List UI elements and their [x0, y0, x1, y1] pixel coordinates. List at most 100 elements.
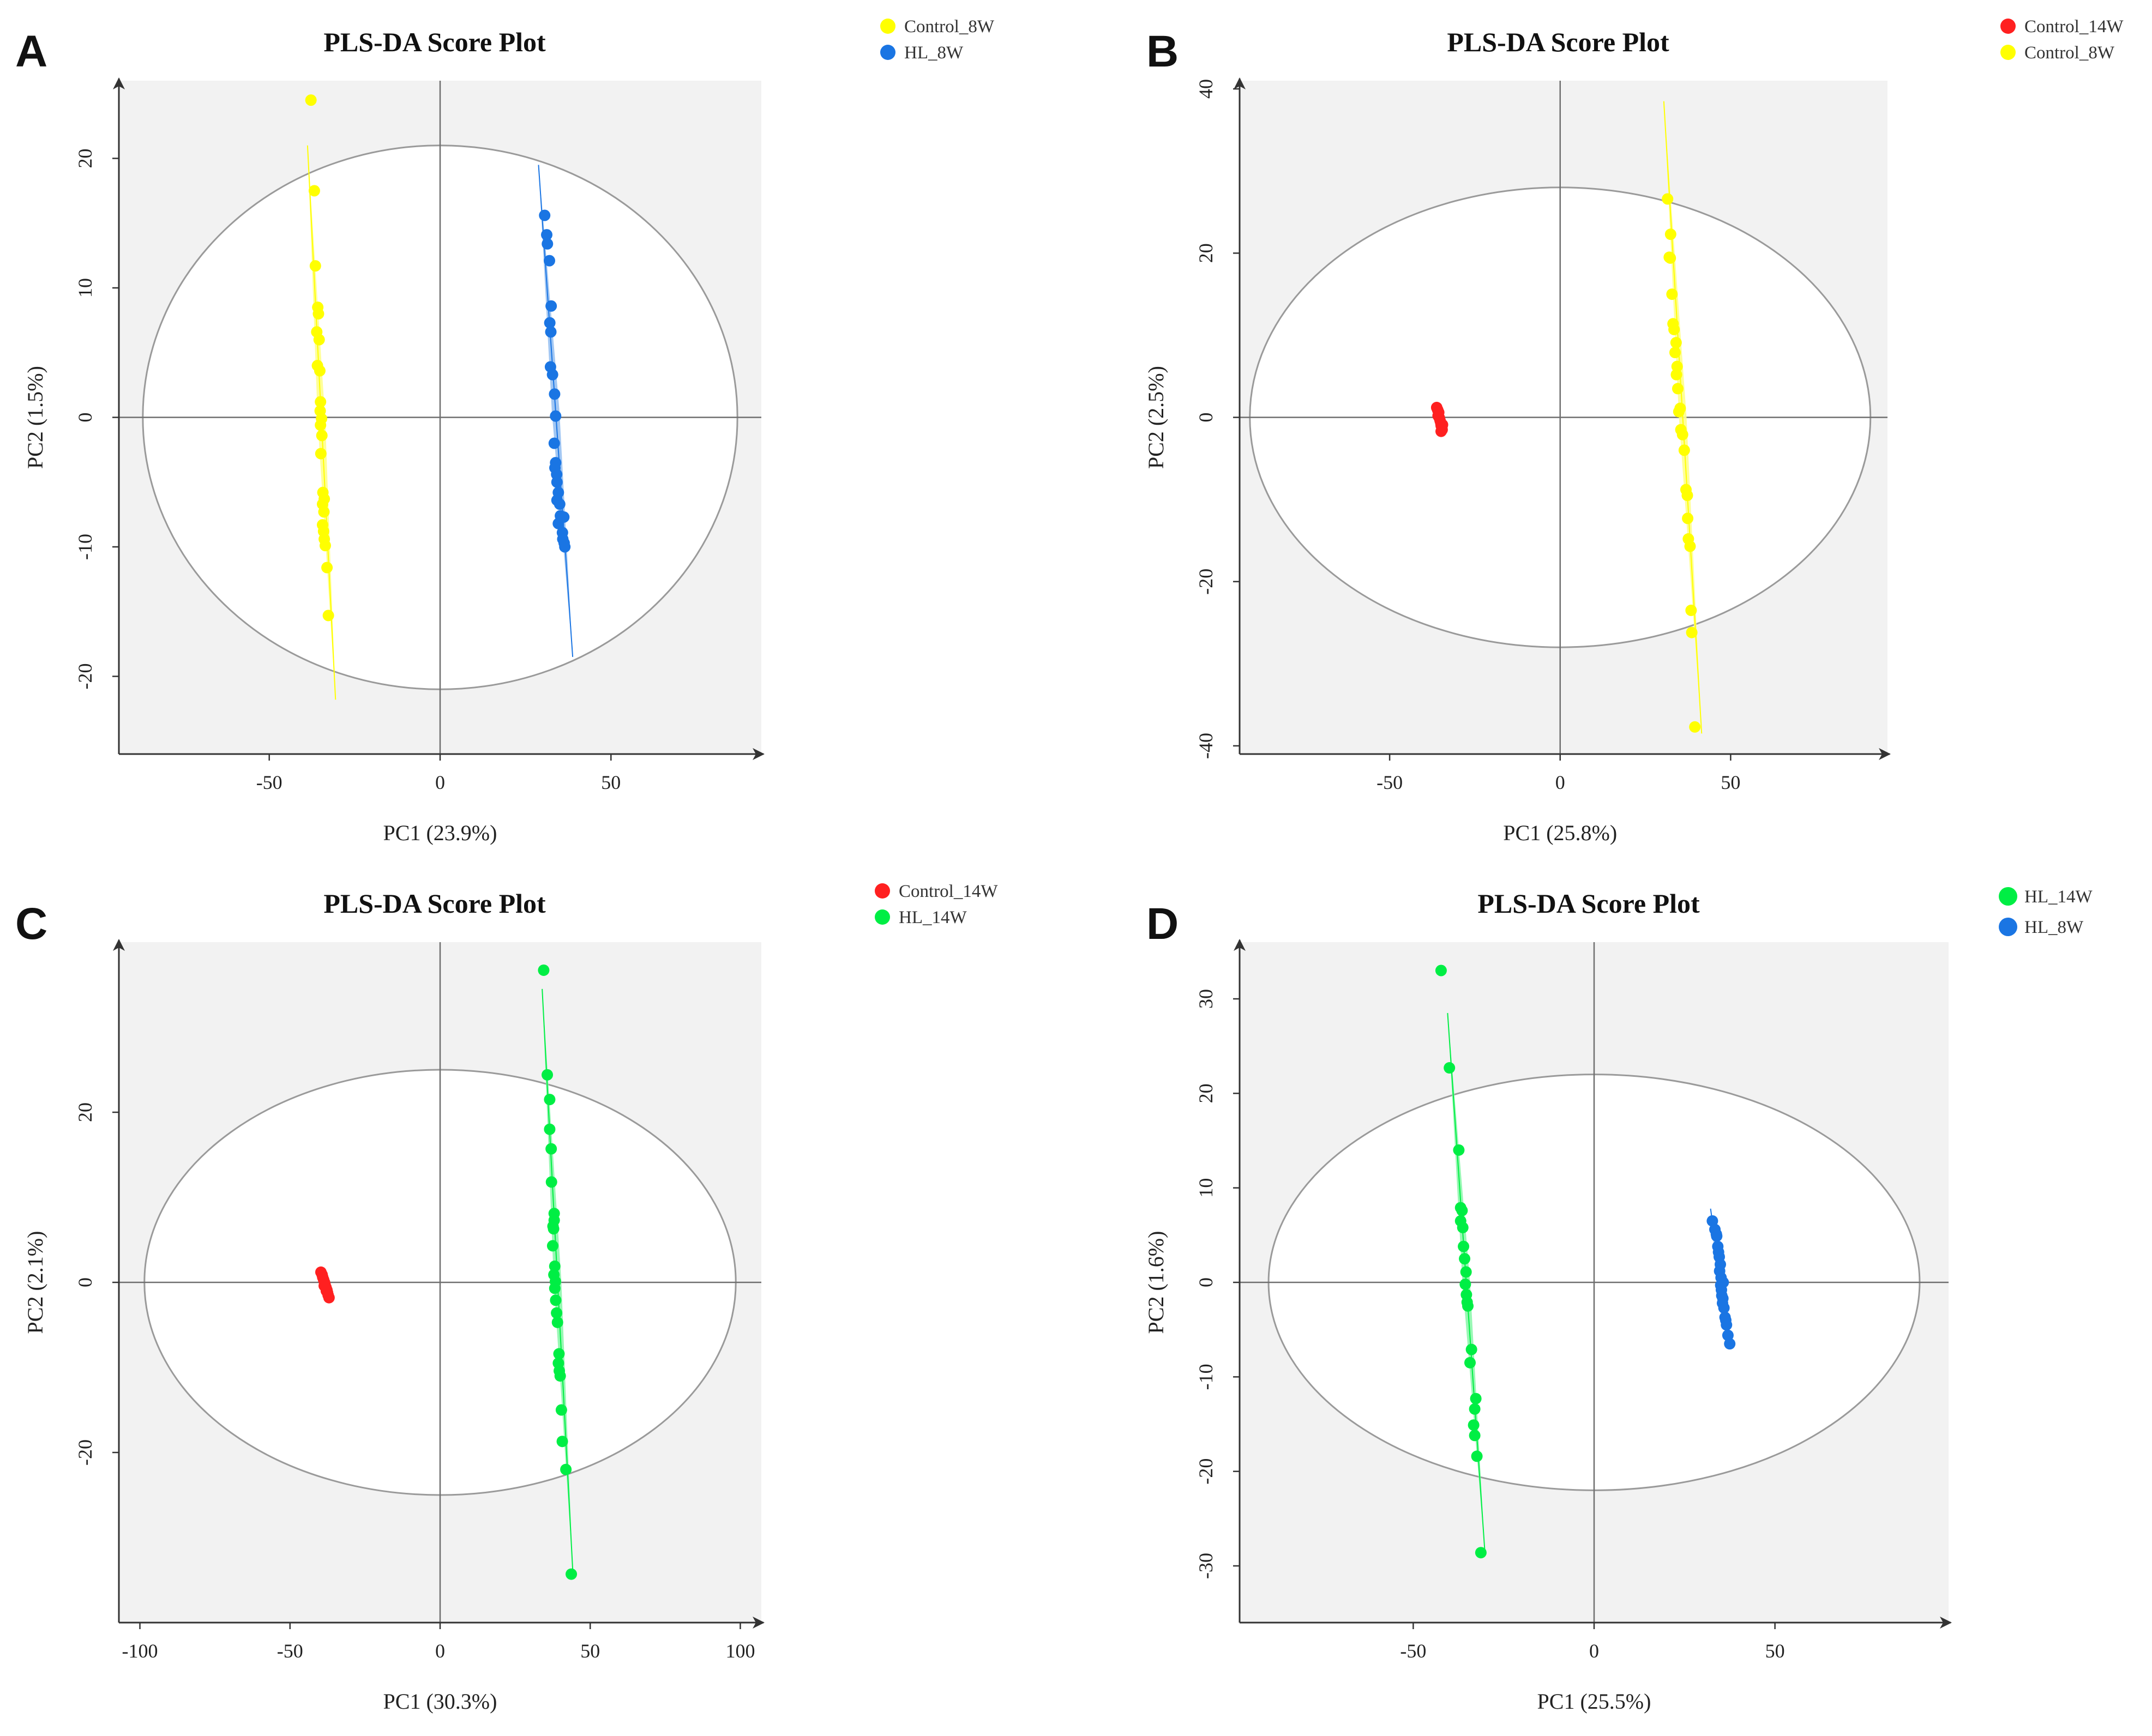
data-point	[1718, 1302, 1730, 1314]
data-point	[544, 1094, 556, 1106]
data-point	[1460, 1266, 1472, 1278]
data-point	[320, 1285, 332, 1297]
data-point	[319, 540, 331, 552]
legend-label: HL_8W	[2024, 918, 2084, 937]
data-point	[308, 185, 320, 197]
x-tick-label: 50	[580, 1640, 600, 1662]
y-tick-label: 20	[1195, 1083, 1217, 1103]
data-point	[1672, 383, 1684, 395]
chart-title: PLS-DA Score Plot	[1477, 888, 1700, 919]
data-point	[553, 1348, 565, 1360]
legend-label: HL_14W	[2024, 887, 2093, 907]
legend-marker	[880, 19, 895, 34]
data-point	[555, 1404, 567, 1416]
data-point	[315, 419, 327, 431]
data-point	[1464, 1357, 1476, 1369]
series-hl-14w	[1435, 965, 1487, 1559]
data-point	[315, 396, 327, 408]
data-point	[540, 229, 552, 241]
x-tick-label: -50	[277, 1640, 303, 1662]
data-point	[1682, 513, 1694, 525]
data-point	[1459, 1253, 1471, 1265]
data-point	[1468, 1419, 1480, 1431]
x-axis-arrow-icon	[753, 748, 765, 760]
legend-label: Control_14W	[899, 882, 998, 901]
data-point	[545, 1143, 557, 1155]
data-point	[1710, 1228, 1722, 1240]
panel-letter: D	[1146, 899, 1179, 949]
data-point	[1457, 1221, 1469, 1233]
x-tick-label: 0	[1589, 1640, 1599, 1662]
series-control-14w	[1430, 401, 1448, 437]
data-point	[566, 1568, 578, 1580]
y-axis-label: PC2 (2.1%)	[23, 1231, 47, 1334]
data-point	[1689, 721, 1701, 733]
data-point	[1669, 347, 1681, 359]
legend-label: Control_8W	[904, 17, 995, 37]
y-axis-arrow-icon	[113, 939, 125, 951]
y-tick-label: -20	[74, 1439, 96, 1466]
panel-c: C PLS-DA Score Plot -100 -50 0 50 100 -20 0 20 PC1…	[15, 882, 998, 1714]
series-hl-8w	[538, 165, 574, 657]
data-point	[1662, 193, 1674, 205]
legend-label: HL_8W	[904, 43, 964, 63]
data-point	[1720, 1314, 1732, 1326]
data-point	[551, 1307, 563, 1319]
data-point	[1664, 228, 1676, 240]
data-point	[309, 260, 321, 272]
data-point	[554, 498, 566, 510]
panel-letter: C	[15, 899, 47, 949]
x-axis-label: PC1 (30.3%)	[383, 1689, 497, 1714]
x-tick-label: 0	[1555, 771, 1565, 793]
data-point	[549, 388, 561, 400]
legend-label: Control_14W	[2024, 17, 2124, 37]
data-point	[539, 209, 551, 221]
data-point	[546, 1240, 558, 1252]
y-tick-label: 20	[74, 1102, 96, 1122]
y-tick-label: 20	[1195, 243, 1217, 263]
data-point	[1469, 1403, 1481, 1415]
x-axis-label: PC1 (23.9%)	[383, 821, 497, 845]
y-tick-label: 0	[74, 1277, 96, 1287]
y-tick-label: 10	[74, 278, 96, 298]
y-tick-label: -40	[1195, 733, 1217, 759]
data-point	[1668, 323, 1680, 335]
data-point	[559, 541, 571, 553]
data-point	[1712, 1246, 1724, 1258]
data-point	[1469, 1430, 1481, 1442]
x-tick-label: -50	[256, 771, 282, 793]
data-point	[315, 448, 327, 460]
panel-b: B PLS-DA Score Plot -50 0 50 -40 -20 0 20 40 PC1 (…	[1144, 17, 2124, 845]
y-tick-label: 0	[74, 413, 96, 423]
chart-title: PLS-DA Score Plot	[1447, 27, 1669, 57]
y-tick-label: -10	[74, 534, 96, 560]
data-point	[1471, 1450, 1483, 1462]
data-point	[318, 506, 330, 518]
data-point	[549, 1260, 561, 1272]
data-point	[316, 430, 328, 442]
panel-a: A PLS-DA Score Plot -50 0 50 -20 -10 0 10 20 PC1 (…	[15, 17, 995, 845]
data-point	[550, 1294, 562, 1306]
x-tick-label: 50	[1765, 1640, 1785, 1662]
data-point	[544, 1123, 556, 1135]
data-point	[1475, 1547, 1487, 1559]
legend-label: HL_14W	[899, 908, 967, 927]
data-point	[545, 300, 557, 312]
legend-marker	[880, 45, 895, 60]
panel-letter: B	[1146, 27, 1179, 76]
data-point	[314, 365, 326, 377]
chart-title: PLS-DA Score Plot	[323, 27, 546, 57]
y-tick-label: 40	[1195, 79, 1217, 99]
x-tick-label: 100	[725, 1640, 755, 1662]
y-tick-label: 20	[74, 149, 96, 168]
y-axis-label: PC2 (1.6%)	[1144, 1231, 1168, 1334]
data-point	[1462, 1300, 1474, 1312]
data-point	[1686, 626, 1698, 638]
data-point	[550, 410, 562, 422]
data-point	[1436, 419, 1448, 431]
data-point	[322, 610, 334, 622]
legend-label: Control_8W	[2024, 43, 2115, 63]
data-point	[313, 334, 325, 346]
data-point	[546, 369, 558, 381]
